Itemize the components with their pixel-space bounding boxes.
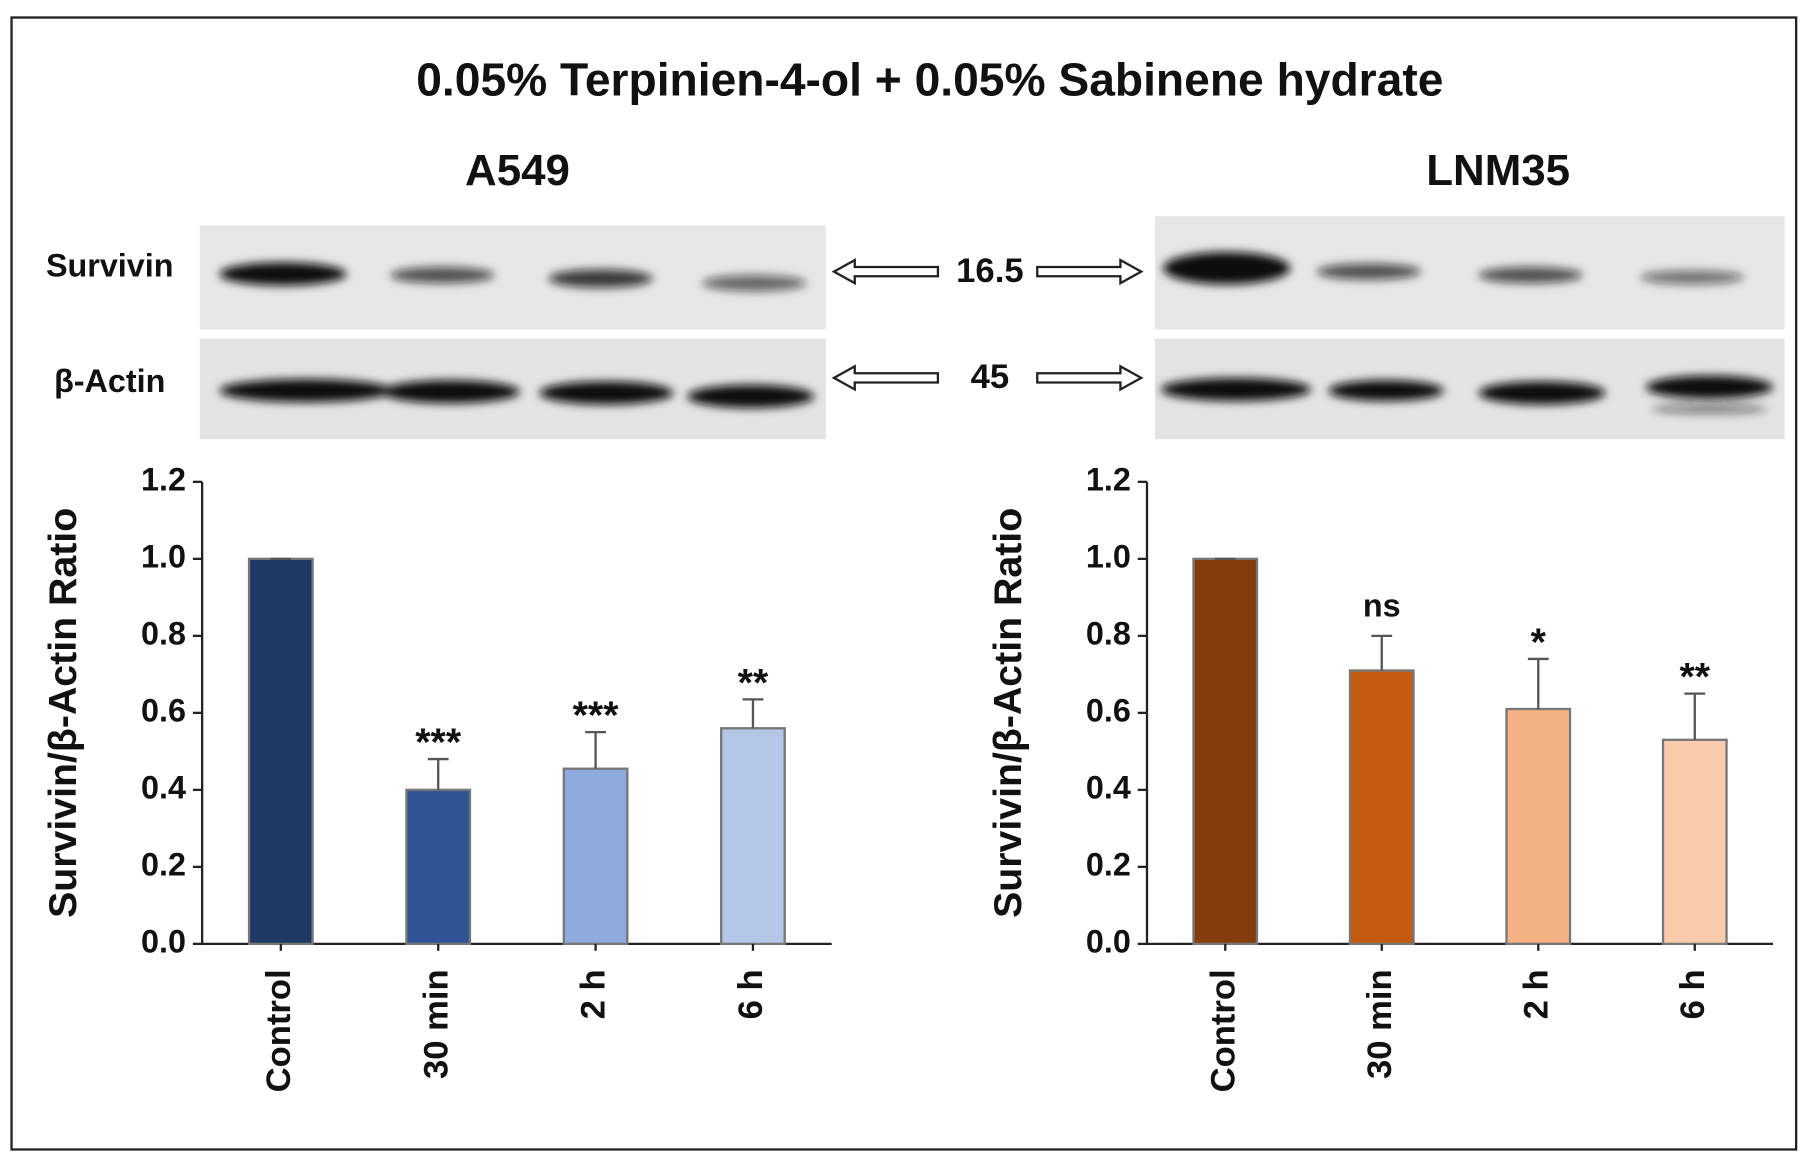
y-tick-label: 0.6 bbox=[1086, 692, 1131, 728]
bar bbox=[720, 727, 786, 946]
y-tick-label: 1.0 bbox=[141, 538, 186, 574]
x-tick-label: 2 h bbox=[1517, 969, 1555, 1019]
y-tick-label: 0.6 bbox=[141, 692, 186, 728]
significance-label: *** bbox=[415, 721, 462, 765]
y-tick-label: 0.8 bbox=[141, 615, 186, 651]
x-tick-label: 6 h bbox=[1674, 969, 1712, 1019]
x-tick-label: 30 min bbox=[417, 969, 455, 1079]
y-tick-label: 0.4 bbox=[141, 769, 186, 805]
y-tick-label: 1.2 bbox=[141, 461, 186, 497]
cell-line-title: LNM35 bbox=[1426, 146, 1570, 195]
kda-marker: 16.5 bbox=[956, 252, 1023, 290]
bar bbox=[1348, 669, 1415, 946]
x-tick-label: 30 min bbox=[1361, 969, 1399, 1079]
kda-marker: 45 bbox=[971, 358, 1010, 396]
x-tick-label: 2 h bbox=[575, 969, 613, 1019]
arrows bbox=[831, 258, 1144, 392]
significance-label: *** bbox=[573, 694, 620, 738]
cell-line-title: A549 bbox=[465, 146, 570, 195]
y-tick-label: 0.2 bbox=[141, 846, 186, 882]
bar bbox=[247, 557, 314, 946]
error-bar bbox=[585, 730, 606, 769]
error-bar bbox=[1527, 657, 1549, 710]
error-bar bbox=[742, 698, 764, 729]
blot-label: β-Actin bbox=[54, 363, 165, 399]
y-axis-label: Survivin/β-Actin Ratio bbox=[986, 508, 1030, 918]
error-bar bbox=[427, 757, 449, 790]
error-bar bbox=[1371, 634, 1393, 671]
y-tick-label: 0.0 bbox=[1086, 923, 1131, 959]
significance-label: * bbox=[1531, 620, 1547, 664]
y-axis-label: Survivin/β-Actin Ratio bbox=[41, 508, 85, 918]
bar bbox=[1192, 557, 1259, 946]
blot-label: Survivin bbox=[46, 248, 174, 284]
y-tick-label: 1.2 bbox=[1086, 461, 1131, 497]
y-tick-label: 0.4 bbox=[1086, 769, 1131, 805]
error-bar bbox=[1684, 692, 1706, 740]
y-tick-label: 0.2 bbox=[1086, 846, 1131, 882]
y-tick-label: 0.0 bbox=[141, 923, 186, 959]
western-blot bbox=[199, 216, 1785, 440]
x-tick-label: Control bbox=[1204, 969, 1242, 1092]
figure-title: 0.05% Terpinien-4-ol + 0.05% Sabinene hy… bbox=[416, 54, 1443, 106]
significance-label: ** bbox=[1680, 655, 1711, 699]
significance-label: ** bbox=[738, 661, 769, 705]
significance-label: ns bbox=[1363, 588, 1401, 624]
x-tick-label: Control bbox=[260, 969, 298, 1092]
bar bbox=[1661, 738, 1728, 946]
y-tick-label: 1.0 bbox=[1086, 538, 1131, 574]
x-tick-label: 6 h bbox=[732, 969, 770, 1019]
bar bbox=[1505, 707, 1572, 946]
bar bbox=[405, 788, 472, 946]
y-tick-label: 0.8 bbox=[1086, 615, 1131, 651]
bar bbox=[562, 767, 629, 946]
